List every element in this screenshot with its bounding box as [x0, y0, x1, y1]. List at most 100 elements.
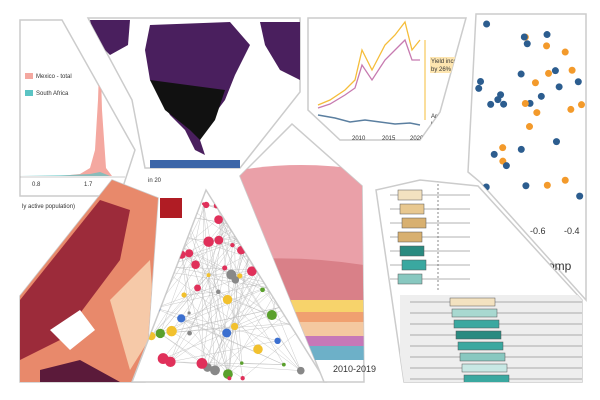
histogram: Mexico - total South Africa 0.8 1.7 ly a…: [20, 40, 125, 188]
dot: [258, 268, 263, 273]
dot: [576, 192, 584, 200]
dot: [185, 249, 194, 258]
dot: [567, 105, 575, 113]
dot: [483, 20, 491, 28]
shape: [154, 307, 284, 365]
dot: [177, 314, 186, 323]
caption: in 20: [148, 178, 162, 184]
dot: [272, 286, 277, 291]
dot: [533, 109, 541, 117]
shape: [154, 270, 157, 309]
dot: [499, 144, 507, 152]
dot: [210, 365, 220, 376]
dot: [203, 201, 210, 209]
shape: [170, 288, 275, 362]
scatter: [475, 20, 585, 202]
dot: [568, 66, 576, 74]
dot: [166, 325, 177, 337]
dot: [231, 206, 237, 212]
dot: [196, 357, 208, 369]
shape: [399, 245, 425, 257]
dot: [222, 328, 232, 338]
dot: [551, 67, 559, 75]
dot: [555, 83, 563, 91]
dot: [517, 70, 525, 78]
dot: [296, 366, 305, 375]
dot: [223, 212, 227, 216]
dot: [561, 176, 569, 184]
dot: [520, 33, 528, 41]
shape: [224, 213, 257, 216]
dot: [490, 150, 498, 158]
shape: [242, 329, 301, 379]
dot: [223, 369, 233, 379]
annotation: Yield incre: [431, 59, 459, 65]
shape: [231, 274, 285, 365]
shape: [457, 341, 504, 351]
shape: [162, 291, 219, 359]
dot: [260, 287, 265, 293]
tick-label: -0.6: [530, 226, 546, 236]
shape: [463, 374, 510, 382]
dot: [194, 284, 201, 292]
legend-swatch: [25, 73, 33, 79]
shape: [397, 231, 423, 243]
shape: [181, 254, 301, 371]
dot: [191, 260, 200, 270]
legend-label: South Africa: [36, 91, 69, 97]
dot: [227, 376, 232, 381]
dot: [574, 78, 582, 86]
dot: [502, 162, 510, 170]
axis-label: ly active population): [22, 204, 75, 210]
tick-label: 2010: [352, 136, 366, 142]
dot: [159, 224, 170, 235]
dot: [525, 123, 533, 131]
map-fragment: [160, 198, 182, 218]
shape: [218, 240, 301, 371]
annotation: Area de: [431, 114, 453, 120]
dot: [156, 263, 162, 270]
shape: [399, 203, 425, 215]
shape: [154, 270, 261, 309]
dot: [230, 242, 235, 248]
dot: [545, 69, 553, 77]
shape: [461, 363, 508, 373]
shape: [201, 203, 204, 364]
shape: [163, 302, 303, 359]
dot: [577, 101, 585, 109]
dot: [543, 42, 551, 50]
dot: [237, 273, 243, 279]
dot: [187, 311, 191, 315]
shape: [459, 352, 506, 362]
shape: [216, 205, 233, 246]
shape: [453, 319, 500, 329]
dot: [552, 138, 560, 146]
dot: [187, 330, 192, 336]
dot: [231, 276, 240, 284]
caption: 2010-2019: [333, 364, 376, 374]
legend-label: Mexico - total: [36, 74, 72, 80]
panel: [19, 19, 136, 197]
shape: [214, 250, 242, 371]
dot: [561, 48, 569, 56]
dot: [216, 289, 221, 295]
hist-area: [20, 172, 110, 176]
shape: [235, 279, 242, 364]
shape: [170, 361, 301, 371]
dot: [222, 265, 228, 271]
choropleth: [20, 180, 158, 382]
dot: [230, 322, 239, 331]
dot: [266, 310, 277, 321]
tick-label: -0.4: [564, 226, 580, 236]
dot: [158, 262, 163, 267]
dot: [181, 292, 187, 298]
annotation: by 7%: [431, 122, 448, 128]
dot: [155, 328, 166, 339]
dot: [274, 337, 281, 345]
shape: [203, 203, 227, 334]
shape: [207, 209, 235, 368]
shape: [401, 217, 427, 229]
hist-area: [20, 40, 112, 176]
shape: [181, 318, 229, 375]
